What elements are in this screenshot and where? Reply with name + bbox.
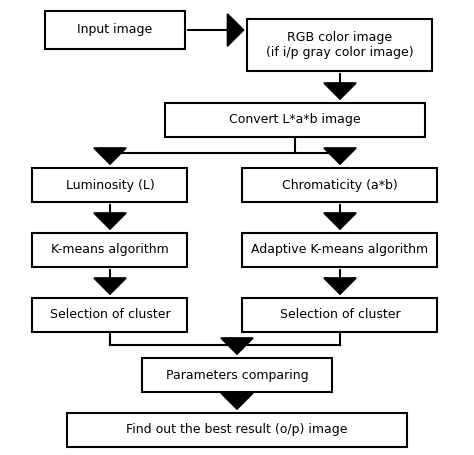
Bar [142,358,332,392]
Text: Selection of cluster: Selection of cluster [280,308,401,322]
Text: Selection of cluster: Selection of cluster [50,308,170,322]
Bar [243,298,438,332]
Bar [33,168,188,202]
Bar [33,233,188,267]
Bar [45,11,185,49]
Text: Parameters comparing: Parameters comparing [166,369,308,381]
Text: Find out the best result (o/p) image: Find out the best result (o/p) image [126,424,348,436]
Text: Convert L*a*b image: Convert L*a*b image [229,113,361,126]
Text: K-means algorithm: K-means algorithm [51,243,169,257]
Bar [33,298,188,332]
Bar [165,103,425,137]
Bar [247,19,432,71]
Text: Chromaticity (a*b): Chromaticity (a*b) [282,178,398,192]
Bar [243,168,438,202]
Text: Adaptive K-means algorithm: Adaptive K-means algorithm [251,243,428,257]
Bar [243,233,438,267]
Text: Luminosity (L): Luminosity (L) [65,178,155,192]
Text: RGB color image
(if i/p gray color image): RGB color image (if i/p gray color image… [266,31,414,59]
Bar [67,413,407,447]
Text: Input image: Input image [77,24,153,36]
